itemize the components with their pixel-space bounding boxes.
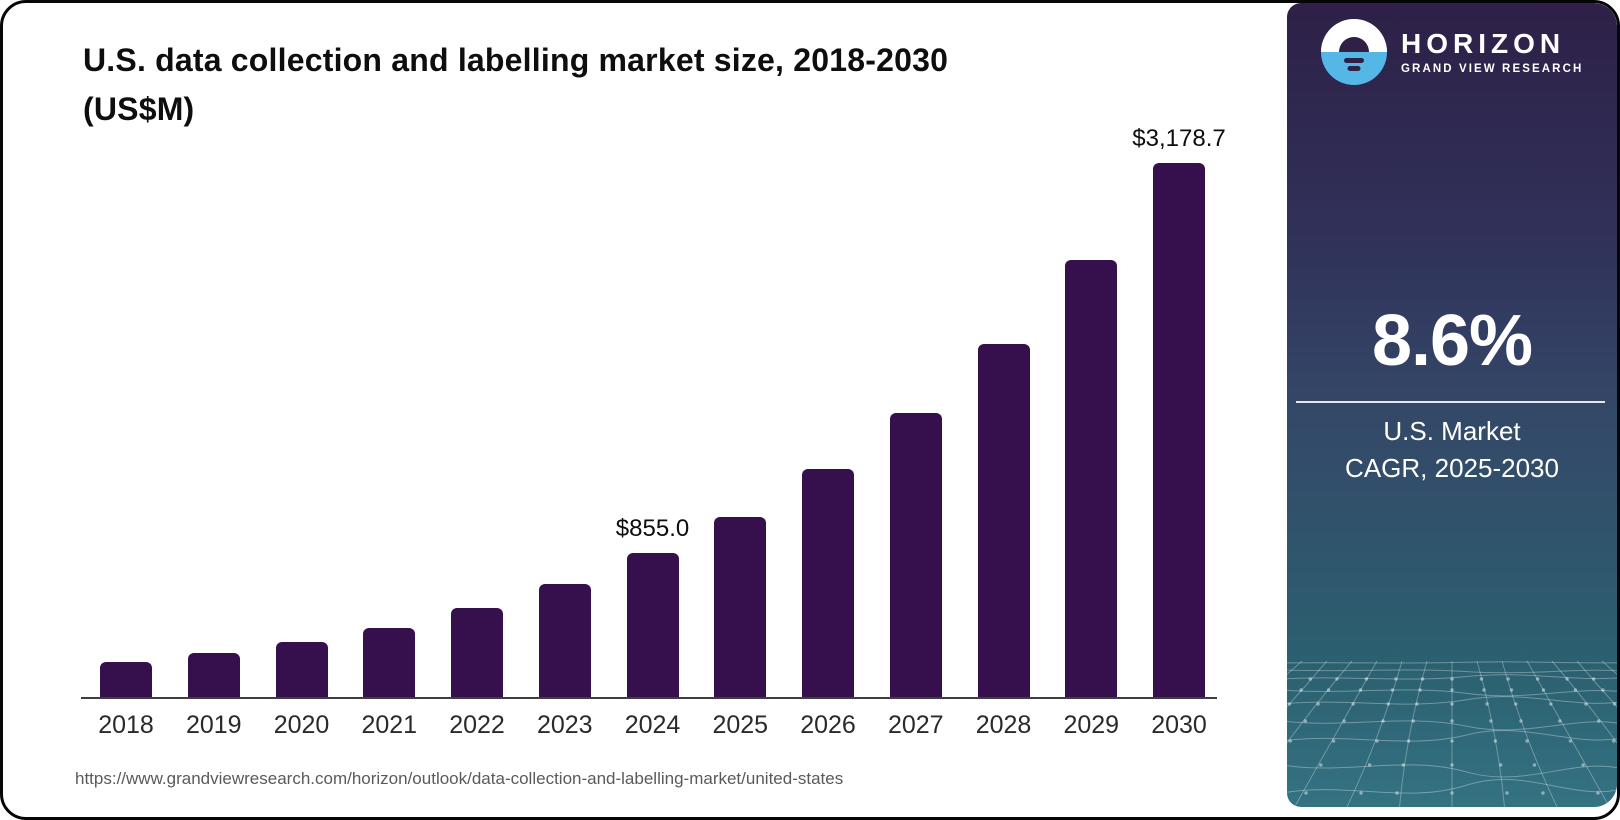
x-axis-label-2023: 2023 (536, 711, 593, 739)
bar-cell-2028 (977, 163, 1030, 697)
bar-2030 (1153, 163, 1205, 697)
bar-chart: $855.0 $3,178.7 (100, 125, 1226, 697)
bar-cell-2021 (363, 163, 416, 697)
x-axis-label-2027: 2027 (887, 711, 944, 739)
bar-2025 (714, 517, 767, 697)
cagr-value: 8.6% (1371, 301, 1533, 381)
bar-2018 (100, 662, 152, 697)
x-axis-label-2018: 2018 (98, 711, 154, 739)
brand-wordmark: HORIZON GRAND VIEW RESEARCH (1401, 28, 1584, 76)
bar-2024 (626, 553, 679, 697)
brand-tagline: GRAND VIEW RESEARCH (1401, 63, 1584, 75)
bar-cell-2026 (802, 163, 854, 697)
x-axis-label-2024: 2024 (624, 711, 681, 739)
x-axis-labels: 2018 2019 2020 2021 2022 2023 2024 2025 2026 2027… (98, 711, 1207, 740)
data-label-2030: $3,178.7 (1132, 125, 1226, 152)
cagr-label-line1: U.S. Market (1383, 416, 1521, 446)
x-axis-label-2022: 2022 (449, 711, 505, 739)
mesh-graphic (1287, 659, 1617, 807)
x-axis-label-2029: 2029 (1063, 711, 1120, 739)
horizon-logo-icon (1321, 19, 1387, 85)
stat-divider (1296, 401, 1605, 403)
x-axis-label-2020: 2020 (273, 711, 330, 739)
cagr-label-line2: CAGR, 2025-2030 (1345, 453, 1559, 483)
x-axis-label-2030: 2030 (1151, 711, 1207, 739)
x-axis-label-2019: 2019 (185, 711, 242, 739)
brand-name: HORIZON (1401, 28, 1566, 59)
bar-2020 (275, 642, 328, 697)
x-axis-label-2021: 2021 (361, 711, 418, 739)
bar-cell-2027 (889, 163, 942, 697)
bar-2023 (538, 584, 591, 697)
chart-title-line2: (US$M) (83, 91, 195, 127)
bar-2022 (451, 608, 503, 697)
bar-2027 (889, 413, 942, 697)
x-axis-label-2028: 2028 (975, 711, 1032, 739)
bar-cell-2019 (187, 163, 240, 697)
source-url: https://www.grandviewresearch.com/horizo… (75, 769, 844, 788)
cagr-stat: 8.6% U.S. Market CAGR, 2025-2030 (1287, 303, 1617, 487)
side-panel: HORIZON GRAND VIEW RESEARCH 8.6% U.S. Ma… (1287, 3, 1617, 807)
bar-2019 (187, 653, 240, 697)
x-axis-line (81, 697, 1217, 699)
bar-cell-2030: $3,178.7 (1132, 125, 1226, 697)
x-axis-label-2025: 2025 (712, 711, 769, 739)
bar-cell-2018 (100, 163, 152, 697)
bar-cell-2023 (538, 163, 591, 697)
chart-title: U.S. data collection and labelling marke… (83, 36, 1163, 134)
bar-2028 (977, 344, 1030, 697)
x-axis-label-2026: 2026 (800, 711, 856, 739)
bar-2021 (363, 628, 416, 697)
data-label-2024: $855.0 (615, 515, 690, 542)
bar-2026 (802, 469, 854, 697)
wireframe-mesh-icon (1287, 660, 1617, 807)
bar-cell-2020 (275, 163, 328, 697)
bar-cell-2025 (714, 163, 767, 697)
bar-2029 (1065, 260, 1118, 697)
bar-cell-2029 (1065, 163, 1118, 697)
brand-block: HORIZON GRAND VIEW RESEARCH (1321, 19, 1583, 85)
chart-title-line1: U.S. data collection and labelling marke… (83, 42, 949, 78)
bar-cell-2024: $855.0 (616, 163, 689, 697)
bar-cell-2022 (451, 163, 503, 697)
